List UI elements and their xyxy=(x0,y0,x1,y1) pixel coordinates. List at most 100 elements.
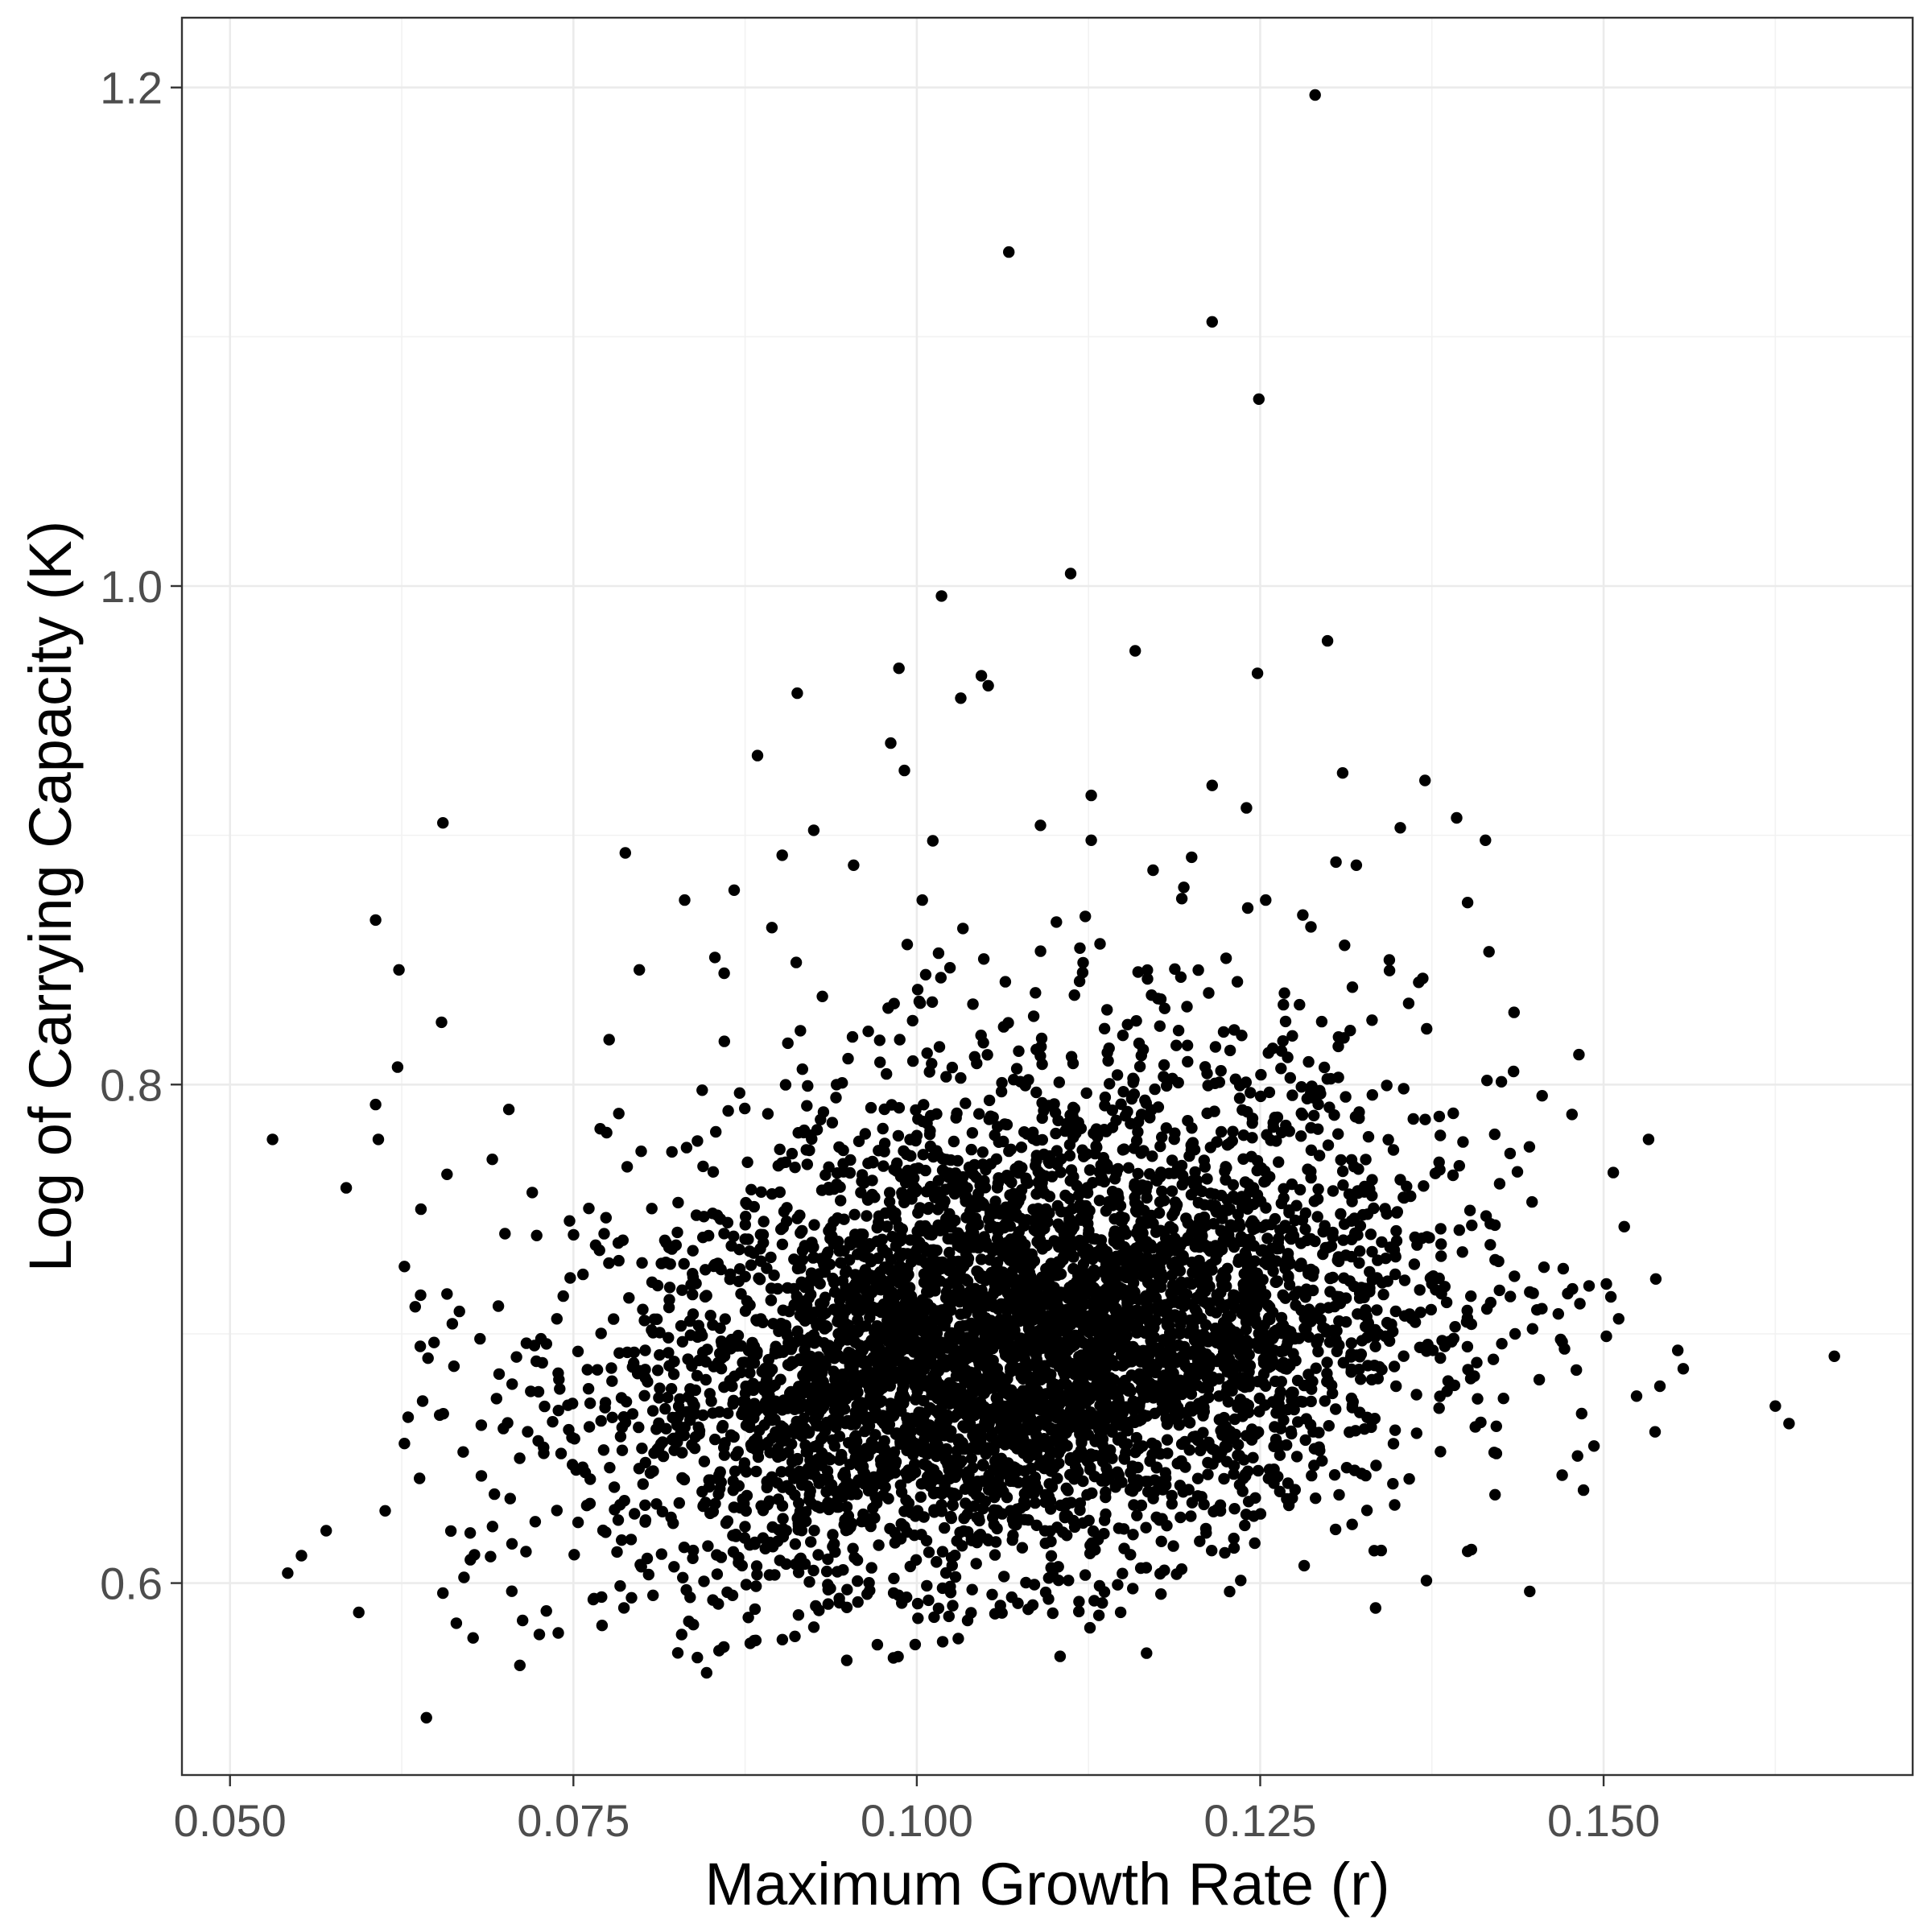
data-point xyxy=(1219,1546,1231,1559)
data-point xyxy=(1575,1407,1588,1420)
data-point xyxy=(1228,1532,1240,1545)
data-point xyxy=(1246,1215,1259,1227)
data-point xyxy=(1121,1018,1133,1031)
data-point xyxy=(796,1063,808,1075)
data-point xyxy=(1295,1237,1307,1249)
data-point xyxy=(1233,1092,1246,1104)
data-point xyxy=(1344,1351,1357,1363)
data-point xyxy=(750,1465,762,1478)
data-point xyxy=(894,1235,906,1247)
data-point xyxy=(1340,1316,1352,1328)
data-point xyxy=(1118,1251,1130,1263)
data-point xyxy=(1353,1106,1365,1118)
data-point xyxy=(441,1168,453,1181)
data-point xyxy=(1133,1060,1146,1073)
data-point xyxy=(1159,1298,1172,1311)
data-point xyxy=(1039,1586,1052,1599)
data-point xyxy=(1492,1255,1505,1268)
data-point xyxy=(898,764,910,777)
data-point xyxy=(1388,1360,1401,1373)
data-point xyxy=(892,1312,905,1325)
data-point xyxy=(1324,1286,1336,1298)
data-point xyxy=(1242,1406,1255,1418)
data-point xyxy=(1143,1356,1156,1368)
data-point xyxy=(1117,1030,1129,1042)
data-point xyxy=(1504,1147,1517,1160)
data-point xyxy=(1239,1519,1251,1532)
data-point xyxy=(728,884,741,897)
data-point xyxy=(1397,1083,1410,1095)
data-point xyxy=(499,1228,511,1240)
data-points xyxy=(266,89,1840,1724)
data-point xyxy=(1077,956,1089,969)
data-point xyxy=(1206,1545,1218,1557)
data-point xyxy=(967,1462,979,1474)
data-point xyxy=(1022,1475,1034,1487)
data-point xyxy=(1319,1061,1331,1074)
data-point xyxy=(1488,1128,1501,1141)
data-point xyxy=(852,1596,864,1608)
data-point xyxy=(639,1499,651,1512)
data-point xyxy=(697,1232,709,1244)
data-point xyxy=(1336,767,1349,779)
data-point xyxy=(898,1521,910,1533)
data-point xyxy=(1461,897,1474,909)
data-point xyxy=(415,1289,427,1302)
data-point xyxy=(1188,1179,1200,1191)
data-point xyxy=(671,1226,683,1239)
data-point xyxy=(742,1233,754,1245)
data-point xyxy=(790,956,803,968)
data-point xyxy=(957,1343,970,1356)
data-point xyxy=(1332,1040,1344,1053)
data-point xyxy=(902,1331,914,1343)
data-point xyxy=(933,1041,946,1053)
data-point xyxy=(1210,1253,1222,1265)
data-point xyxy=(1102,1423,1114,1435)
data-point xyxy=(949,1571,962,1583)
data-point xyxy=(1350,859,1363,872)
data-point xyxy=(1031,1483,1044,1495)
data-point xyxy=(840,1501,853,1513)
data-point xyxy=(776,1238,789,1251)
data-point xyxy=(1129,1180,1141,1192)
data-point xyxy=(710,1125,722,1138)
data-point xyxy=(1098,1389,1111,1402)
data-point xyxy=(1092,1423,1105,1435)
data-point xyxy=(815,1433,828,1445)
data-point xyxy=(703,1480,716,1493)
data-point xyxy=(1096,1455,1109,1468)
data-point xyxy=(954,1526,966,1538)
data-point xyxy=(765,1251,777,1264)
data-point xyxy=(1059,1509,1071,1522)
data-point xyxy=(1389,1268,1402,1281)
data-point xyxy=(1217,1266,1229,1279)
data-point xyxy=(1084,1417,1097,1429)
data-point xyxy=(1015,1141,1028,1154)
data-point xyxy=(821,1342,833,1355)
data-point xyxy=(878,1146,890,1158)
data-point xyxy=(1184,1401,1197,1414)
data-point xyxy=(1098,1175,1111,1188)
data-point xyxy=(985,1430,997,1443)
data-point xyxy=(1053,1257,1066,1269)
data-point xyxy=(973,1514,985,1527)
data-point xyxy=(833,1592,845,1604)
data-point xyxy=(1220,1455,1233,1468)
data-point xyxy=(522,1426,534,1438)
data-point xyxy=(1204,1187,1216,1199)
data-point xyxy=(738,1457,751,1469)
data-point xyxy=(953,1283,965,1295)
data-point xyxy=(1046,1607,1059,1620)
data-point xyxy=(895,1394,908,1407)
data-point xyxy=(928,1611,940,1624)
data-point xyxy=(1278,1183,1290,1195)
data-point xyxy=(1672,1344,1684,1356)
data-point xyxy=(1166,1489,1178,1502)
data-point xyxy=(1032,1340,1044,1352)
data-point xyxy=(848,1208,861,1221)
data-point xyxy=(1183,1484,1195,1496)
data-point xyxy=(764,1366,776,1378)
data-point xyxy=(506,1378,518,1390)
data-point xyxy=(1202,1468,1214,1480)
data-point xyxy=(697,1160,709,1173)
